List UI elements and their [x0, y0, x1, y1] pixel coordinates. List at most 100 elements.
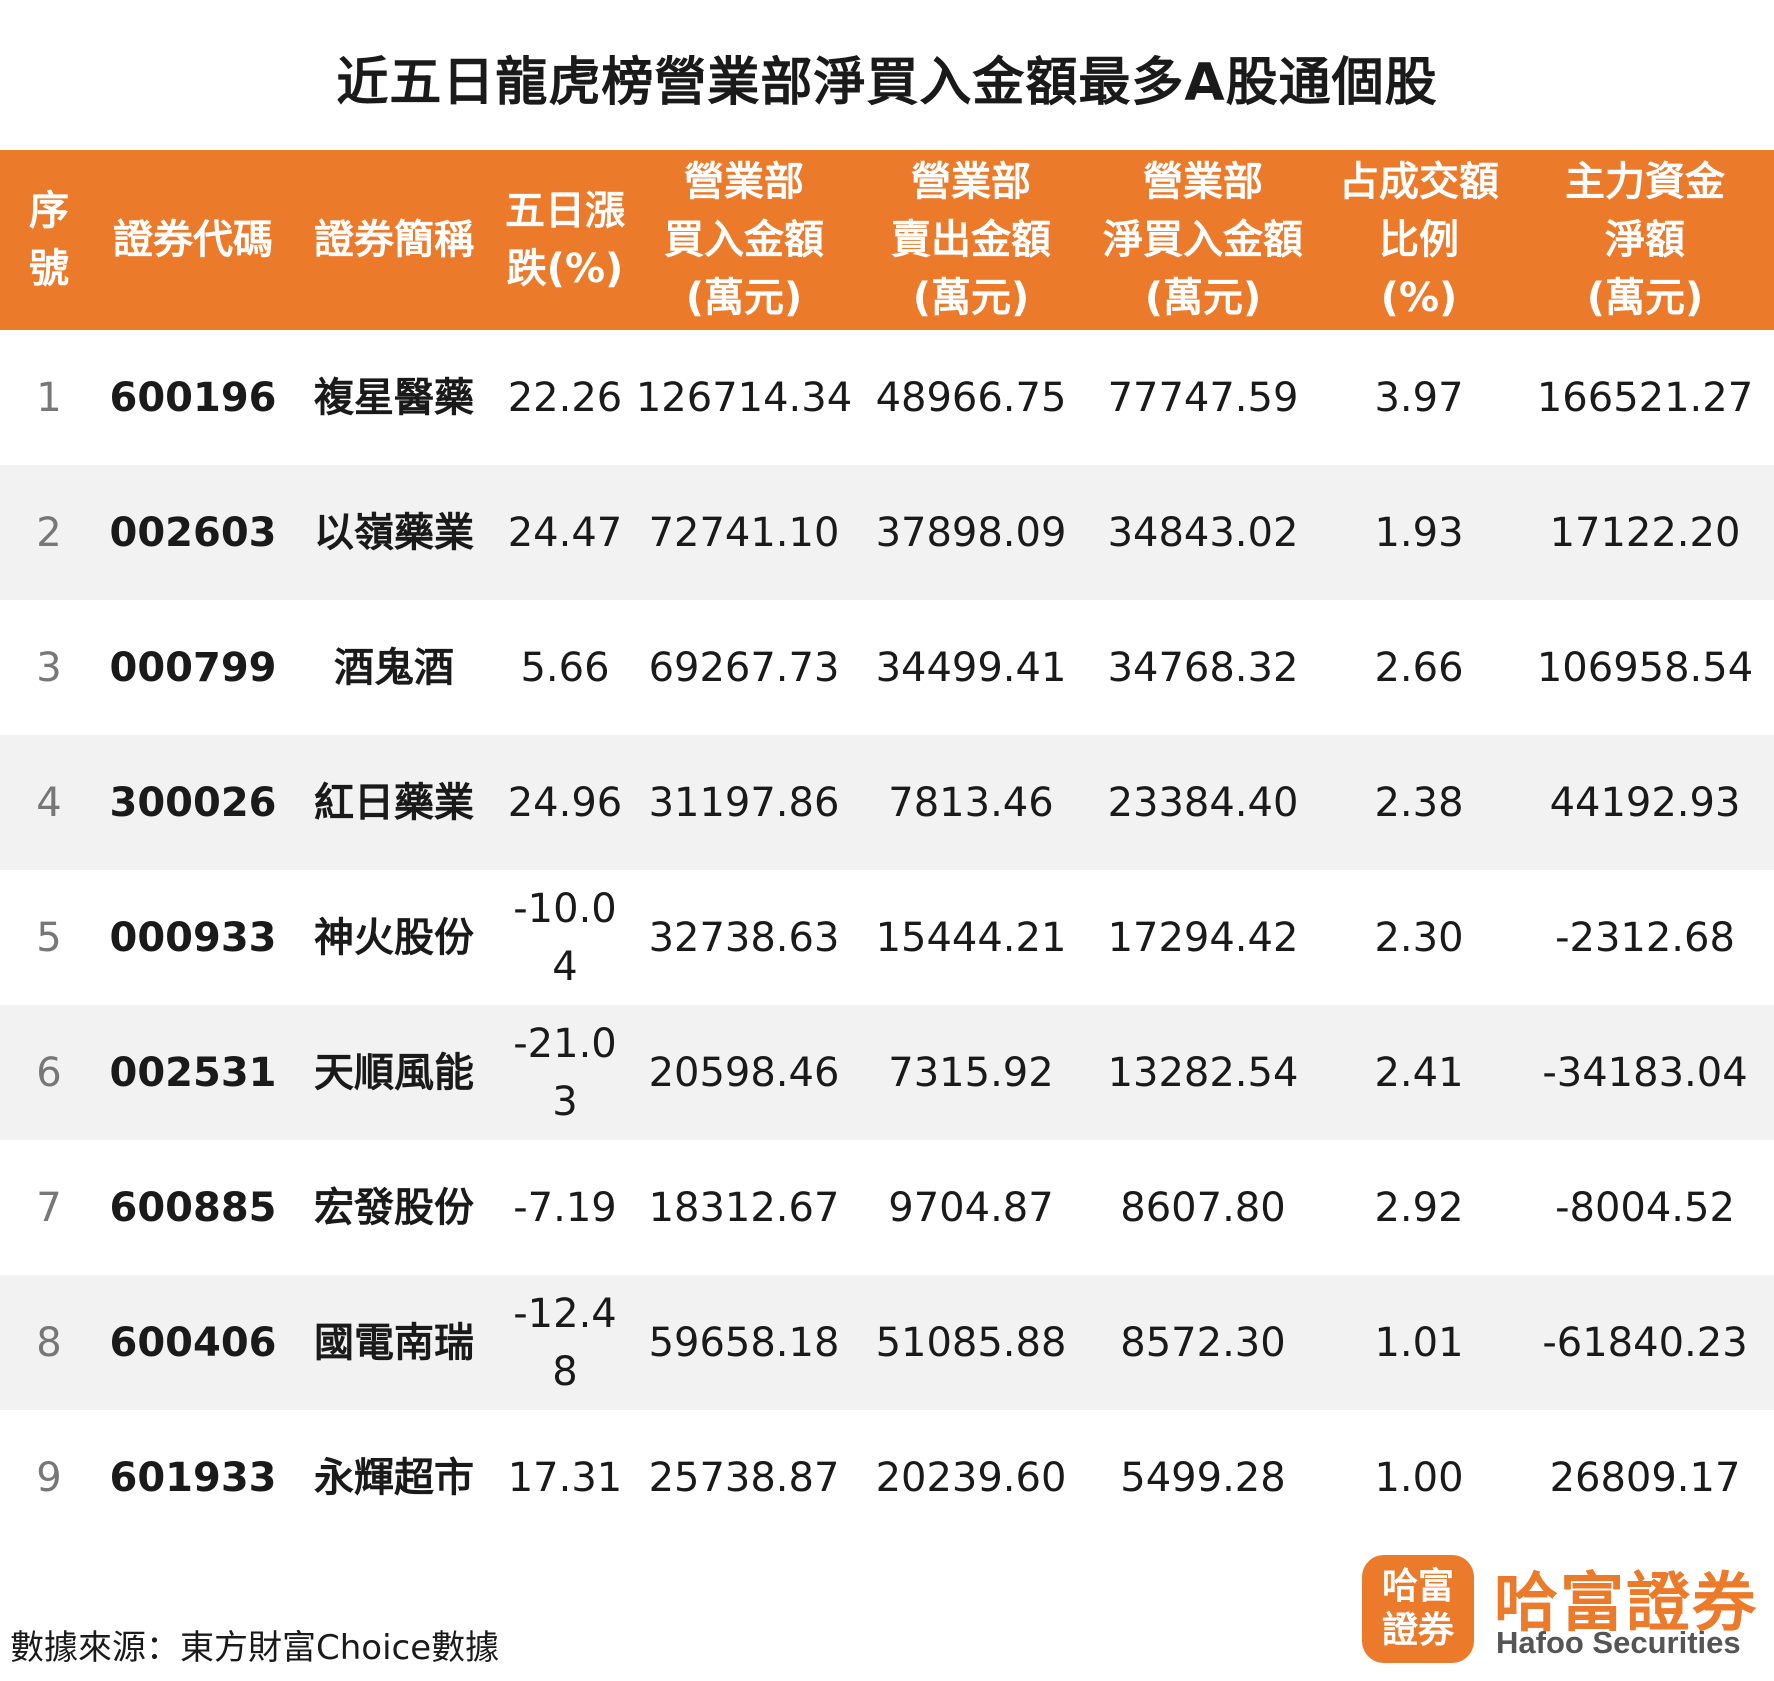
- cell-sell-amount: 51085.88: [858, 1275, 1084, 1410]
- cell-buy-amount: 59658.18: [630, 1275, 858, 1410]
- col-header-main-fund-net: 主力資金 淨額 (萬元): [1516, 150, 1774, 330]
- cell-main-fund-net: -2312.68: [1555, 914, 1735, 961]
- cell-sell-amount: 15444.21: [875, 914, 1067, 961]
- page-title: 近五日龍虎榜營業部淨買入金額最多A股通個股: [336, 53, 1438, 113]
- cell-net-buy: 34768.32: [1107, 644, 1299, 691]
- table-row: 3 000799 酒鬼酒 5.66 69267.73 34499.41 34768.32 2.…: [0, 600, 1774, 735]
- cell-name: 天順風能: [288, 1005, 500, 1140]
- col-header-buy-amount: 營業部 買入金額 (萬元): [630, 150, 858, 330]
- cell-net-buy: 77747.59: [1107, 374, 1299, 421]
- cell-net-buy: 13282.54: [1084, 1005, 1322, 1140]
- table-row: 4 300026 紅日藥業 24.96 31197.86 7813.46 23384.40 2…: [0, 735, 1774, 870]
- table-row: 5 000933 神火股份 -10.04 32738.63 15444.21 17294.4…: [0, 870, 1774, 1005]
- cell-sell-amount: 9704.87: [888, 1184, 1054, 1231]
- cell-name: 紅日藥業: [288, 735, 500, 870]
- cell-name: 複星醫藥: [314, 374, 474, 421]
- cell-name: 國電南瑞: [288, 1275, 500, 1410]
- hafoo-logo-badge: 哈富 證券: [1362, 1555, 1474, 1663]
- cell-turnover-ratio: 2.66: [1374, 644, 1464, 691]
- cell-buy-amount: 32738.63: [648, 914, 840, 961]
- cell-net-buy: 23384.40: [1084, 735, 1322, 870]
- cell-index: 9: [36, 1454, 62, 1501]
- cell-sell-amount: 34499.41: [875, 644, 1067, 691]
- cell-5day-change: -21.03: [500, 1005, 630, 1140]
- hafoo-logo-english: Hafoo Securities: [1496, 1625, 1741, 1660]
- cell-index: 1: [36, 374, 62, 421]
- cell-buy-amount: 126714.34: [635, 374, 853, 421]
- cell-5day-change: 24.96: [500, 735, 630, 870]
- cell-turnover-ratio: 1.01: [1322, 1275, 1516, 1410]
- cell-main-fund-net: -8004.52: [1555, 1184, 1735, 1231]
- cell-buy-amount: 69267.73: [648, 644, 840, 691]
- cell-index: 6: [0, 1005, 98, 1140]
- cell-sell-amount: 7315.92: [858, 1005, 1084, 1140]
- col-header-5day-change: 五日漲 跌(%): [500, 150, 630, 330]
- cell-name: 永輝超市: [314, 1454, 474, 1501]
- cell-turnover-ratio: 3.97: [1374, 374, 1464, 421]
- cell-code: 600406: [98, 1275, 288, 1410]
- table-row: 7 600885 宏發股份 -7.19 18312.67 9704.87 8607.80 2.…: [0, 1140, 1774, 1275]
- cell-code: 000799: [109, 644, 277, 691]
- cell-buy-amount: 18312.67: [648, 1184, 840, 1231]
- col-header-index: 序 號: [0, 150, 98, 330]
- cell-index: 5: [36, 914, 62, 961]
- cell-code: 300026: [98, 735, 288, 870]
- cell-5day-change: 5.66: [520, 644, 610, 691]
- cell-code: 600196: [109, 374, 277, 421]
- header-row: 序 號 證券代碼 證券簡稱 五日漲 跌(%) 營業部 買入金額 (萬元) 營業部…: [0, 150, 1774, 330]
- cell-sell-amount: 37898.09: [858, 465, 1084, 600]
- cell-turnover-ratio: 2.30: [1374, 914, 1464, 961]
- table-row: 1 600196 複星醫藥 22.26 126714.34 48966.75 77747.5…: [0, 330, 1774, 465]
- cell-index: 2: [0, 465, 98, 600]
- cell-sell-amount: 20239.60: [875, 1454, 1067, 1501]
- cell-name: 宏發股份: [314, 1184, 474, 1231]
- cell-turnover-ratio: 2.38: [1322, 735, 1516, 870]
- table-row: 6 002531 天順風能 -21.03 20598.46 7315.92 13282.54…: [0, 1005, 1774, 1140]
- cell-buy-amount: 72741.10: [630, 465, 858, 600]
- cell-buy-amount: 20598.46: [630, 1005, 858, 1140]
- cell-code: 000933: [109, 914, 277, 961]
- data-source-note: 數據來源：東方財富Choice數據: [10, 1628, 500, 1668]
- cell-main-fund-net: 106958.54: [1536, 644, 1754, 691]
- cell-index: 3: [36, 644, 62, 691]
- cell-sell-amount: 7813.46: [858, 735, 1084, 870]
- cell-name: 酒鬼酒: [334, 644, 454, 691]
- col-header-code: 證券代碼: [98, 150, 288, 330]
- cell-turnover-ratio: 2.92: [1374, 1184, 1464, 1231]
- col-header-sell-amount: 營業部 賣出金額 (萬元): [858, 150, 1084, 330]
- cell-5day-change: -10.04: [513, 885, 617, 990]
- cell-index: 7: [36, 1184, 62, 1231]
- cell-code: 601933: [109, 1454, 277, 1501]
- cell-5day-change: -12.48: [500, 1275, 630, 1410]
- cell-net-buy: 8607.80: [1120, 1184, 1286, 1231]
- table-row: 9 601933 永輝超市 17.31 25738.87 20239.60 5499.28 1…: [0, 1410, 1774, 1545]
- cell-5day-change: 24.47: [500, 465, 630, 600]
- cell-buy-amount: 25738.87: [648, 1454, 840, 1501]
- cell-main-fund-net: -61840.23: [1516, 1275, 1774, 1410]
- cell-main-fund-net: -34183.04: [1516, 1005, 1774, 1140]
- cell-main-fund-net: 44192.93: [1516, 735, 1774, 870]
- cell-index: 8: [0, 1275, 98, 1410]
- table-row: 8 600406 國電南瑞 -12.48 59658.18 51085.88 8572.30…: [0, 1275, 1774, 1410]
- cell-net-buy: 8572.30: [1084, 1275, 1322, 1410]
- cell-name: 以嶺藥業: [288, 465, 500, 600]
- cell-name: 神火股份: [314, 914, 474, 961]
- col-header-net-buy: 營業部 淨買入金額 (萬元): [1084, 150, 1322, 330]
- table-body: 1 600196 複星醫藥 22.26 126714.34 48966.75 77747.5…: [0, 330, 1774, 1545]
- hafoo-logo-name: 哈富證券: [1494, 1567, 1758, 1641]
- cell-code: 002603: [98, 465, 288, 600]
- cell-buy-amount: 31197.86: [630, 735, 858, 870]
- cell-5day-change: 17.31: [507, 1454, 623, 1501]
- col-header-name: 證券簡稱: [288, 150, 500, 330]
- cell-turnover-ratio: 2.41: [1322, 1005, 1516, 1140]
- table-row: 2 002603 以嶺藥業 24.47 72741.10 37898.09 34843.02…: [0, 465, 1774, 600]
- cell-code: 002531: [98, 1005, 288, 1140]
- cell-index: 4: [0, 735, 98, 870]
- cell-main-fund-net: 17122.20: [1516, 465, 1774, 600]
- cell-sell-amount: 48966.75: [875, 374, 1067, 421]
- cell-5day-change: 22.26: [507, 374, 623, 421]
- cell-turnover-ratio: 1.93: [1322, 465, 1516, 600]
- cell-main-fund-net: 166521.27: [1536, 374, 1754, 421]
- col-header-turnover-ratio: 占成交額 比例 (%): [1322, 150, 1516, 330]
- cell-net-buy: 34843.02: [1084, 465, 1322, 600]
